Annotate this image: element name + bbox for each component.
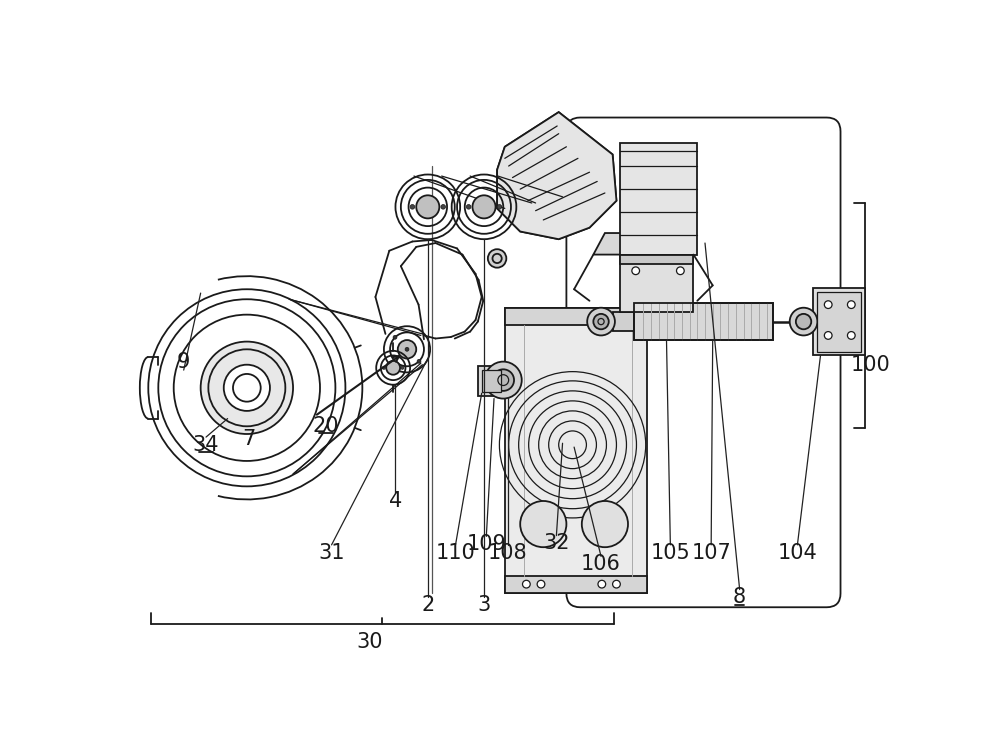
Circle shape <box>520 501 566 547</box>
Circle shape <box>416 195 439 218</box>
Text: 30: 30 <box>356 632 383 652</box>
Bar <box>620 255 693 312</box>
Circle shape <box>847 332 855 339</box>
Circle shape <box>824 301 832 309</box>
Text: 104: 104 <box>778 542 817 562</box>
Bar <box>505 577 647 594</box>
Circle shape <box>497 205 502 209</box>
Circle shape <box>796 314 811 329</box>
Circle shape <box>382 367 385 370</box>
Circle shape <box>466 205 471 209</box>
Circle shape <box>208 349 285 427</box>
Bar <box>620 143 697 255</box>
Circle shape <box>410 205 415 209</box>
Text: 3: 3 <box>477 595 491 615</box>
Circle shape <box>492 370 514 391</box>
Text: 2: 2 <box>421 595 434 615</box>
Circle shape <box>441 205 446 209</box>
Text: 8: 8 <box>733 587 746 607</box>
Circle shape <box>537 580 545 588</box>
Text: 110: 110 <box>436 542 475 562</box>
Circle shape <box>587 308 615 335</box>
Circle shape <box>224 365 270 411</box>
Text: 100: 100 <box>851 355 890 375</box>
Bar <box>620 255 693 264</box>
Bar <box>613 312 634 331</box>
Bar <box>634 303 773 340</box>
FancyBboxPatch shape <box>566 117 841 607</box>
Circle shape <box>401 367 404 370</box>
Circle shape <box>398 340 416 358</box>
Circle shape <box>582 501 628 547</box>
Bar <box>482 370 501 392</box>
Text: 20: 20 <box>313 416 339 436</box>
Bar <box>817 292 861 352</box>
Circle shape <box>405 347 409 351</box>
Circle shape <box>386 361 400 375</box>
Text: 9: 9 <box>177 352 190 372</box>
Text: 32: 32 <box>543 533 570 554</box>
Circle shape <box>632 267 640 275</box>
Circle shape <box>790 308 817 335</box>
Circle shape <box>201 341 293 434</box>
Circle shape <box>523 580 530 588</box>
Polygon shape <box>593 233 693 255</box>
Text: 7: 7 <box>243 430 256 450</box>
Circle shape <box>593 314 609 329</box>
Circle shape <box>472 195 496 218</box>
Text: 109: 109 <box>466 534 506 554</box>
Circle shape <box>485 361 522 398</box>
Circle shape <box>847 301 855 309</box>
Circle shape <box>417 359 421 364</box>
Bar <box>813 288 865 355</box>
Text: 105: 105 <box>650 542 690 562</box>
Text: 31: 31 <box>318 542 345 562</box>
Text: 107: 107 <box>691 542 731 562</box>
Text: 34: 34 <box>193 435 219 455</box>
Circle shape <box>393 335 397 339</box>
Polygon shape <box>497 112 616 239</box>
Bar <box>634 303 773 340</box>
Text: 106: 106 <box>581 554 621 574</box>
Circle shape <box>488 249 506 268</box>
Polygon shape <box>497 112 616 239</box>
Bar <box>505 309 647 594</box>
Bar <box>505 309 647 326</box>
Text: 108: 108 <box>488 542 528 562</box>
Bar <box>478 367 505 395</box>
Circle shape <box>677 267 684 275</box>
Text: 4: 4 <box>389 491 402 511</box>
Circle shape <box>598 580 606 588</box>
Circle shape <box>824 332 832 339</box>
Circle shape <box>613 580 620 588</box>
